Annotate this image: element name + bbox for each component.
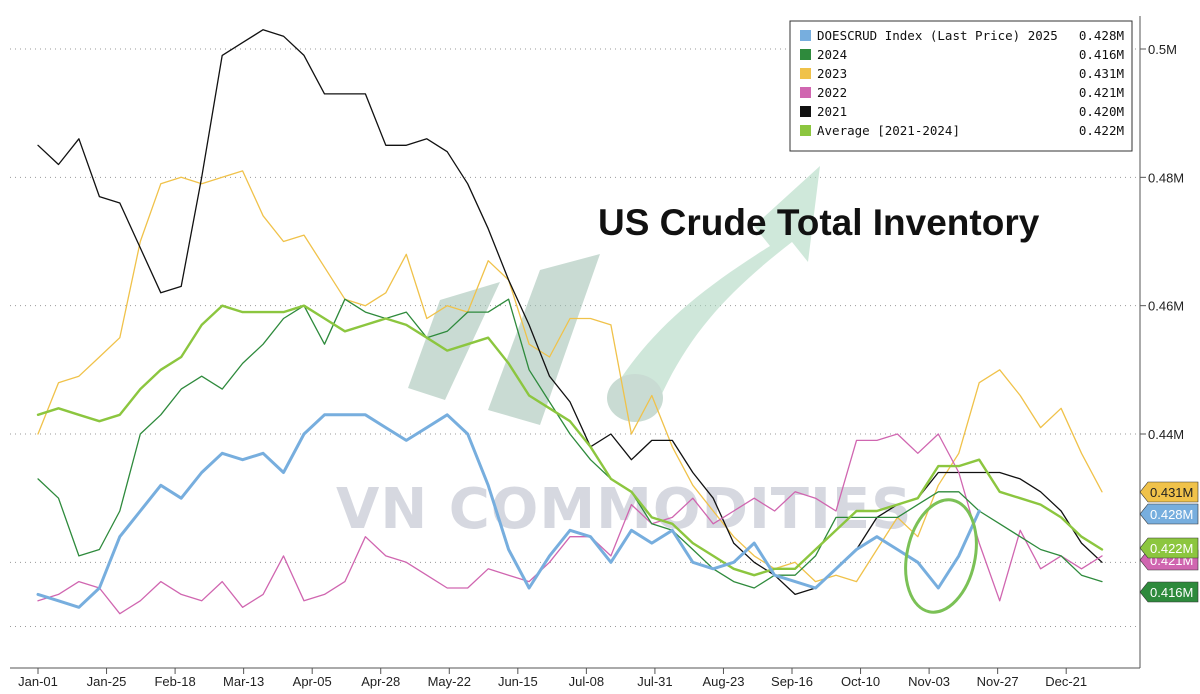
legend-box xyxy=(789,20,1133,152)
legend-value-doescrud-index-last-price-2025: 0.428M xyxy=(1079,28,1124,43)
x-tick-label-0: Jan-01 xyxy=(18,674,58,689)
y-tick-label-0: 0.5M xyxy=(1148,42,1177,57)
x-tick-label-14: Nov-27 xyxy=(977,674,1019,689)
x-tick-label-1: Jan-25 xyxy=(87,674,127,689)
series-line-2023 xyxy=(37,170,1103,583)
y-tick-label-1: 0.48M xyxy=(1148,170,1184,185)
legend-swatch-2021 xyxy=(800,106,811,117)
x-tick-label-2: Feb-18 xyxy=(154,674,195,689)
x-tick-label-10: Aug-23 xyxy=(703,674,745,689)
legend-swatch-2024 xyxy=(800,49,811,60)
series-lines xyxy=(36,29,1104,615)
x-tick-label-5: Apr-28 xyxy=(361,674,400,689)
y-tick-label-2: 0.46M xyxy=(1148,299,1184,314)
legend-value-2022: 0.421M xyxy=(1079,85,1124,100)
badge-2023: 0.431M xyxy=(1139,481,1199,503)
highlight-ellipse xyxy=(904,498,978,614)
y-tick-label-3: 0.44M xyxy=(1148,427,1184,442)
x-tick-label-3: Mar-13 xyxy=(223,674,264,689)
legend-label-2023: 2023 xyxy=(817,66,847,81)
x-tick-label-7: Jun-15 xyxy=(498,674,538,689)
x-tick-label-8: Jul-08 xyxy=(569,674,604,689)
x-tick-label-13: Nov-03 xyxy=(908,674,950,689)
legend-swatch-2022 xyxy=(800,87,811,98)
legend-value-2024: 0.416M xyxy=(1079,47,1124,62)
legend-label-doescrud-index-last-price-2025: DOESCRUD Index (Last Price) 2025 xyxy=(817,28,1058,43)
legend-label-average-2021-2024: Average [2021-2024] xyxy=(817,123,960,138)
series-line-2022 xyxy=(37,433,1103,615)
legend-label-2022: 2022 xyxy=(817,85,847,100)
badge-value-average-2021-2024: 0.422M xyxy=(1150,541,1193,556)
series-line-average-2021-2024 xyxy=(36,304,1104,577)
series-line-doescrud-index-last-price-2025 xyxy=(36,413,981,609)
legend-label-2024: 2024 xyxy=(817,47,847,62)
x-tick-label-6: May-22 xyxy=(428,674,471,689)
legend-swatch-average-2021-2024 xyxy=(800,125,811,136)
legend-value-average-2021-2024: 0.422M xyxy=(1079,123,1124,138)
legend-swatch-doescrud-index-last-price-2025 xyxy=(800,30,811,41)
badge-2024: 0.416M xyxy=(1139,581,1199,603)
legend: DOESCRUD Index (Last Price) 2025 0.428M 20… xyxy=(789,20,1133,152)
chart-title: US Crude Total Inventory xyxy=(598,202,1040,243)
legend-label-2021: 2021 xyxy=(817,104,847,119)
x-tick-label-11: Sep-16 xyxy=(771,674,813,689)
x-tick-label-4: Apr-05 xyxy=(293,674,332,689)
legend-swatch-2023 xyxy=(800,68,811,79)
badge-value-2023: 0.431M xyxy=(1150,485,1193,500)
x-axis: Jan-01 Jan-25 Feb-18 Mar-13 Apr-05 Apr-28 May-… xyxy=(10,667,1140,689)
x-tick-label-12: Oct-10 xyxy=(841,674,880,689)
badge-value-doescrud-index-last-price-2025: 0.428M xyxy=(1150,507,1193,522)
y-axis: 0.5M 0.48M 0.46M 0.44M xyxy=(1139,16,1184,668)
x-tick-label-15: Dec-21 xyxy=(1045,674,1087,689)
badge-value-2024: 0.416M xyxy=(1150,585,1193,600)
x-tick-label-9: Jul-31 xyxy=(637,674,672,689)
badge-average-2021-2024: 0.422M xyxy=(1139,537,1199,559)
badge-doescrud-index-last-price-2025: 0.428M xyxy=(1139,503,1199,525)
legend-value-2021: 0.420M xyxy=(1079,104,1124,119)
legend-value-2023: 0.431M xyxy=(1079,66,1124,81)
series-line-2024 xyxy=(37,298,1103,589)
